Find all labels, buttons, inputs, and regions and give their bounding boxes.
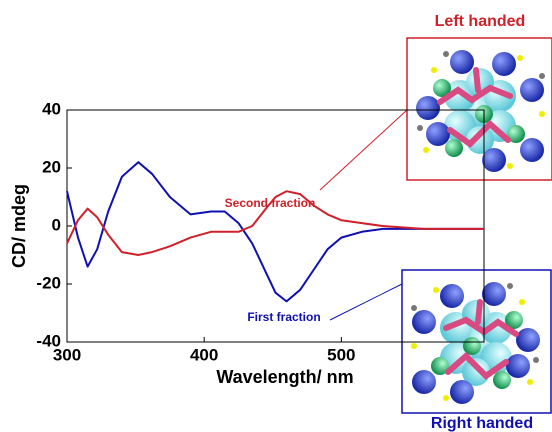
inset-label: Right handed: [431, 415, 533, 432]
y-tick-label: -20: [36, 273, 61, 292]
y-axis-label: CD/ mdeg: [9, 184, 29, 268]
leader-line: [330, 284, 402, 320]
x-tick-label: 500: [327, 345, 355, 364]
x-axis-label: Wavelength/ nm: [216, 367, 353, 387]
series-label: Second fraction: [225, 196, 316, 210]
leader-line: [320, 110, 407, 190]
chart: Wavelength/ nm CD/ mdeg -40-200204030040…: [0, 0, 552, 432]
x-tick-label: 400: [190, 345, 218, 364]
series-label: First fraction: [247, 310, 320, 324]
y-tick-label: 40: [42, 99, 61, 118]
y-tick-label: 0: [52, 215, 61, 234]
inset-label: Left handed: [435, 13, 526, 30]
x-tick-label: 300: [53, 345, 81, 364]
y-tick-label: 20: [42, 157, 61, 176]
